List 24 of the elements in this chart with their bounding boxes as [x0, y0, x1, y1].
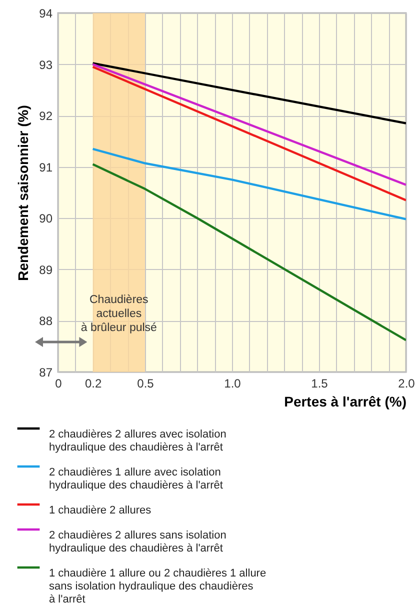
x-tick-label: 0.5	[137, 376, 154, 390]
legend-label: 2 chaudières 2 allures sans isolation hydraulique des chaudières à l'arrêt	[49, 530, 226, 554]
line-series	[92, 148, 406, 220]
band-label: Chaudières actuelles à brûleur pulsé	[80, 294, 157, 334]
legend-label: 2 chaudières 2 allures avec isolation hydraulique des chaudières à l'arrêt	[49, 428, 226, 454]
legend-label: 1 chaudière 1 allure ou 2 chaudières 1 allure sans isolation hydraulique des chaudières à l'arrêt	[49, 568, 266, 606]
x-tick-label: 2.0	[398, 376, 415, 390]
y-tick-label: 94	[39, 6, 53, 20]
y-tick-label: 89	[39, 262, 53, 277]
y-tick-label: 92	[39, 109, 53, 124]
x-tick-label: 0	[55, 376, 62, 390]
legend-label: 2 chaudières 1 allure avec isolation hydraulique des chaudières à l'arrêt	[49, 466, 223, 492]
y-tick-label: 90	[39, 212, 53, 226]
y-tick-label: 88	[39, 314, 53, 328]
y-tick-label: 93	[39, 58, 53, 72]
x-tick-label: 0.2	[84, 376, 102, 390]
y-tick-label: 91	[39, 160, 53, 174]
line-series	[92, 163, 406, 342]
y-tick-label: 87	[39, 366, 53, 380]
x-tick-label: 1.5	[311, 376, 328, 390]
x-tick-label: 1.0	[224, 376, 242, 390]
legend-label: 1 chaudière 2 allures	[49, 504, 152, 516]
x-axis-title: Pertes à l'arrêt (%)	[284, 394, 406, 410]
y-axis-title: Rendement saisonnier (%)	[15, 105, 32, 281]
